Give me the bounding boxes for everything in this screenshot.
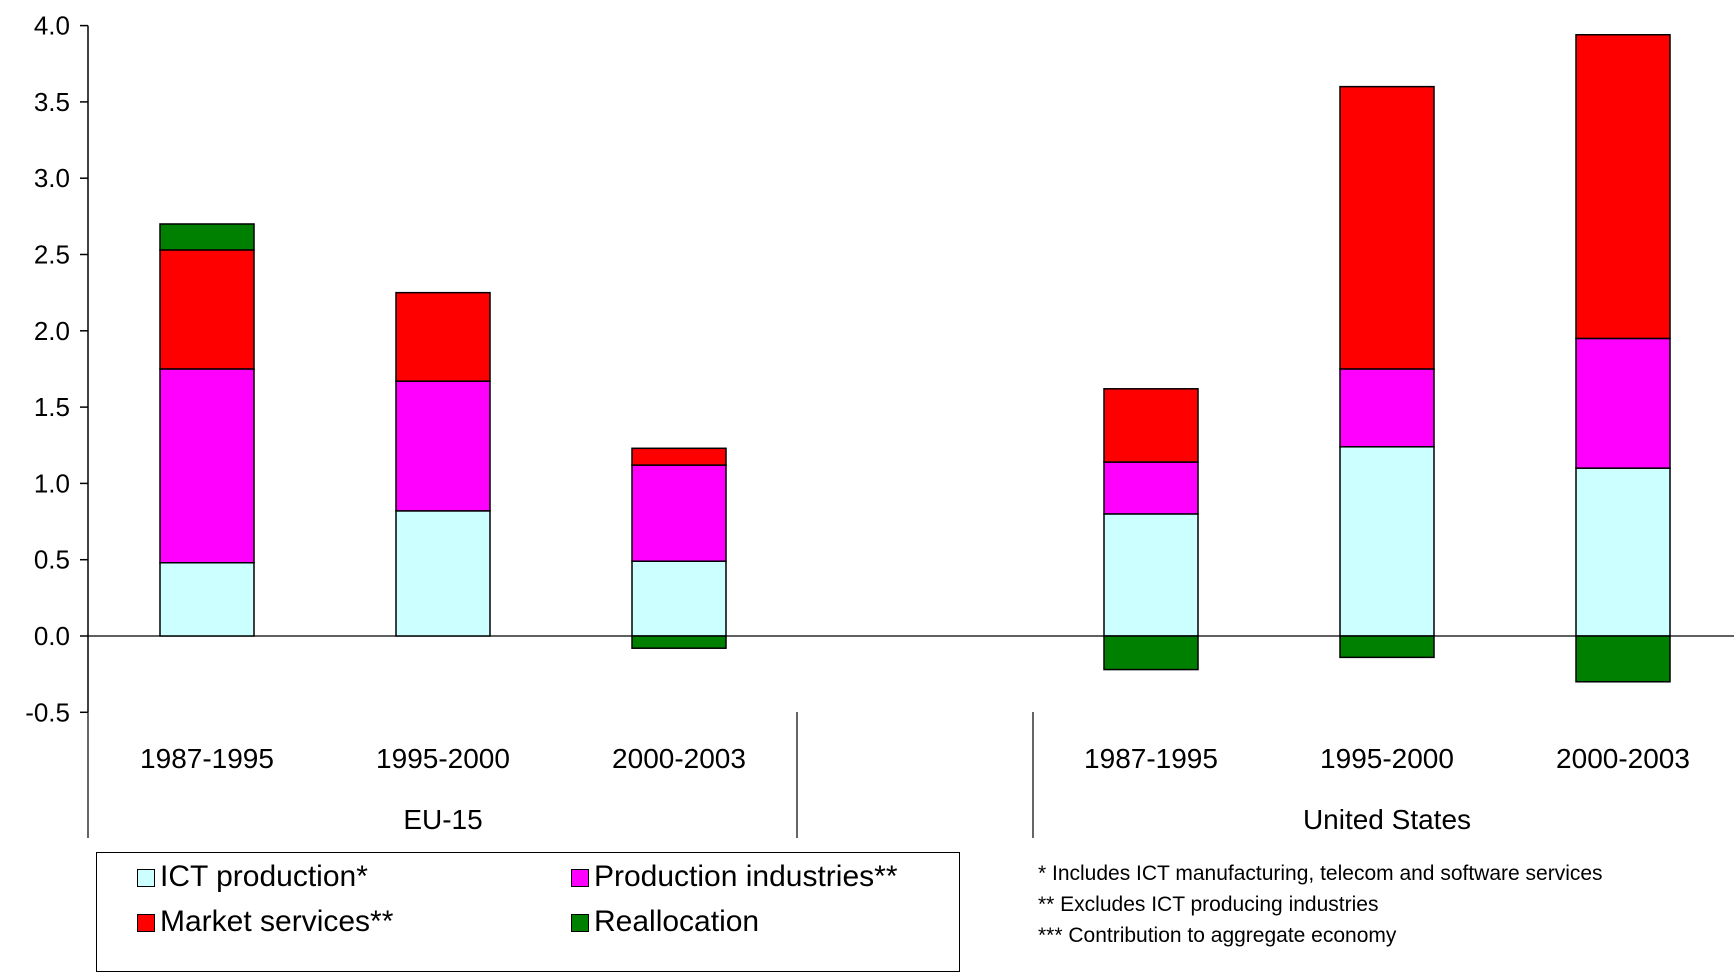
legend-label-market-services: Market services** (160, 905, 394, 938)
y-tick-label: -0.5 (25, 697, 70, 727)
bar-segment (395, 380, 491, 512)
x-tick-label: 2000-2003 (612, 743, 746, 774)
legend-label-reallocation: Reallocation (594, 905, 760, 938)
y-tick-label: 2.0 (34, 316, 70, 346)
bar-segment (395, 510, 491, 637)
footnotes: * Includes ICT manufacturing, telecom an… (1038, 858, 1603, 951)
bar-segment (631, 464, 727, 562)
y-tick-label: 3.5 (34, 87, 70, 117)
bar-segment (631, 635, 727, 649)
bar-segment (159, 249, 255, 370)
legend-label-ict-production: ICT production* (160, 860, 368, 893)
bar-segment (1339, 85, 1435, 370)
x-group-label: EU-15 (403, 804, 482, 835)
x-tick-label: 1995-2000 (376, 743, 510, 774)
legend-swatch-ict-production (137, 869, 155, 887)
bar-segment (631, 560, 727, 637)
bar-segment (159, 368, 255, 564)
y-tick-label: 1.5 (34, 392, 70, 422)
bar-segment (1339, 635, 1435, 659)
legend-swatch-market-services (137, 914, 155, 932)
bar-segment (159, 562, 255, 637)
bar-segment (1103, 388, 1199, 463)
legend-swatch-reallocation (571, 914, 589, 932)
bar-segment (1103, 513, 1199, 637)
legend-item-reallocation: Reallocation (571, 905, 759, 939)
legend: ICT production* Production industries** … (96, 852, 960, 972)
bar-segment (1575, 635, 1671, 683)
footnote-production-industries: ** Excludes ICT producing industries (1038, 893, 1379, 916)
bar-segment (159, 223, 255, 251)
x-tick-label: 1995-2000 (1320, 743, 1454, 774)
bar-segment (1103, 461, 1199, 515)
bar-segment (1575, 34, 1671, 340)
bar-segment (1339, 446, 1435, 637)
y-tick-label: 0.5 (34, 545, 70, 575)
bar-segment (1103, 635, 1199, 671)
bar-segment (1575, 337, 1671, 469)
bar-segment (1575, 467, 1671, 637)
y-tick-label: 0.0 (34, 621, 70, 651)
x-group-label: United States (1303, 804, 1471, 835)
x-tick-label: 1987-1995 (1084, 743, 1218, 774)
y-tick-label: 3.0 (34, 163, 70, 193)
legend-label-production-industries: Production industries** (594, 860, 898, 893)
legend-item-production-industries: Production industries** (571, 860, 898, 894)
legend-item-market-services: Market services** (137, 905, 393, 939)
chart-bars (159, 34, 1671, 683)
bar-segment (631, 447, 727, 466)
y-tick-label: 1.0 (34, 468, 70, 498)
y-tick-label: 4.0 (34, 11, 70, 41)
chart-axes (80, 24, 1734, 838)
chart-labels: 4.0 3.5 3.0 2.5 2.0 1.5 1.0 0.5 0.0 -0.5 1987-1995… (25, 11, 1690, 835)
bar-segment (1339, 368, 1435, 448)
footnote-aggregate-contribution: *** Contribution to aggregate economy (1038, 924, 1397, 947)
footnote-ict-production: * Includes ICT manufacturing, telecom an… (1038, 862, 1603, 885)
legend-item-ict-production: ICT production* (137, 860, 368, 894)
x-tick-label: 2000-2003 (1556, 743, 1690, 774)
chart: 4.0 3.5 3.0 2.5 2.0 1.5 1.0 0.5 0.0 -0.5 1987-1995… (25, 11, 1734, 838)
y-tick-label: 2.5 (34, 240, 70, 270)
x-tick-label: 1987-1995 (140, 743, 274, 774)
bar-segment (395, 291, 491, 382)
legend-swatch-production-industries (571, 869, 589, 887)
